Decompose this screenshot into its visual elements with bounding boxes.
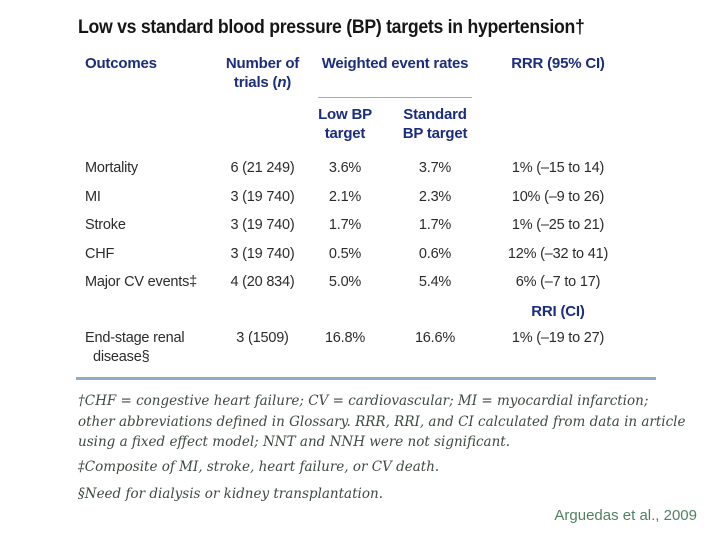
table-header-row: Outcomes Number of trials (n) Weighted ev… [85,54,655,100]
footnote-line: other abbreviations defined in Glossary.… [78,413,686,430]
cell-trials: 6 (21 249) [230,160,295,176]
cell-rrr: 1% (–25 to 21) [511,217,605,233]
trials-header-close: ) [286,74,292,91]
rri-spacer [305,297,385,326]
divider-rule [76,377,656,380]
std-bp-line2: BP target [402,125,468,142]
low-bp-line1: Low BP [318,106,372,123]
col-subheader-low-bp: Low BP target [305,105,385,154]
results-table: Outcomes Number of trials (n) Weighted ev… [85,54,655,367]
footnote-line: †CHF = congestive heart failure; CV = ca… [78,393,649,409]
cell-trials: 3 (19 740) [230,245,295,262]
low-bp-line2: target [324,125,366,142]
col-subheader-standard-bp: Standard BP target [385,105,485,154]
rri-spacer [385,297,485,326]
trials-header-line1: Number of [225,55,300,72]
cell-rri: 1% (–19 to 27) [511,329,605,346]
cell-low-bp-rate: 5.0% [328,274,362,290]
cell-outcome: End-stage renal disease§ [85,329,220,367]
rri-spacer [220,297,305,326]
cell-low-bp-rate: 1.7% [328,217,362,233]
trials-header-line2: trials ( [233,74,278,91]
rri-spacer [85,297,220,326]
subheader-spacer [85,105,220,154]
cell-rrr: 10% (–9 to 26) [511,188,605,205]
cell-standard-bp-rate: 16.6% [414,329,456,346]
col-header-rri: RRI (CI) [531,302,585,320]
cell-rrr: 6% (–7 to 17) [515,274,601,290]
cell-standard-bp-rate: 2.3% [418,188,452,205]
table-subheader-row: Low BP target Standard BP target [85,100,655,154]
cell-standard-bp-rate: 1.7% [418,217,452,233]
cell-low-bp-rate: 2.1% [328,188,362,205]
subheader-spacer [220,105,305,154]
cell-low-bp-rate: 0.5% [328,245,362,262]
cell-rrr: 1% (–15 to 14) [511,160,605,176]
table-row: CHF 3 (19 740) 0.5% 0.6% 12% (–32 to 41) [85,240,655,269]
footnote-line: using a fixed effect model; NNT and NNH … [78,434,511,450]
cell-outcome: Mortality [85,160,138,176]
table-row: Major CV events‡ 4 (20 834) 5.0% 5.4% 6%… [85,268,655,297]
cell-standard-bp-rate: 5.4% [418,274,452,290]
col-header-trials: Number of trials (n) [220,54,305,100]
col-header-weighted-event-rates: Weighted event rates [305,54,485,100]
table-row: End-stage renal disease§ 3 (1509) 16.8% 1… [85,326,655,367]
weighted-label: Weighted event rates [321,55,469,72]
trials-n-italic: n [277,74,287,91]
page-title: Low vs standard blood pressure (BP) targ… [78,17,585,38]
footnote-dialysis: §Need for dialysis or kidney transplanta… [78,486,383,502]
cell-outcome: Major CV events‡ [85,274,198,290]
std-bp-line1: Standard [403,106,467,123]
esrd-line2: disease§ [93,348,150,365]
col-header-outcomes: Outcomes [85,55,157,72]
col-header-rrr: RRR (95% CI) [511,55,605,72]
rri-header-row: RRI (CI) [85,297,655,326]
cell-outcome: MI [85,188,101,205]
citation: Arguedas et al., 2009 [554,507,697,524]
cell-trials: 4 (20 834) [230,274,295,290]
footnote-abbreviations: †CHF = congestive heart failure; CV = ca… [78,391,685,453]
table-row: MI 3 (19 740) 2.1% 2.3% 10% (–9 to 26) [85,183,655,212]
cell-outcome: Stroke [85,217,126,233]
cell-low-bp-rate: 3.6% [328,160,362,176]
cell-trials: 3 (19 740) [230,188,295,205]
footnote-composite: ‡Composite of MI, stroke, heart failure,… [78,459,440,475]
cell-trials: 3 (19 740) [230,217,295,233]
table-row: Mortality 6 (21 249) 3.6% 3.7% 1% (–15 t… [85,154,655,183]
esrd-line1: End-stage renal [85,329,185,346]
cell-standard-bp-rate: 0.6% [418,245,452,262]
cell-low-bp-rate: 16.8% [324,329,366,346]
table-row: Stroke 3 (19 740) 1.7% 1.7% 1% (–25 to 2… [85,211,655,240]
cell-trials: 3 (1509) [236,329,289,346]
cell-standard-bp-rate: 3.7% [418,160,452,176]
cell-outcome: CHF [85,245,115,262]
subheader-spacer [485,105,655,154]
cell-rrr: 12% (–32 to 41) [507,245,609,262]
